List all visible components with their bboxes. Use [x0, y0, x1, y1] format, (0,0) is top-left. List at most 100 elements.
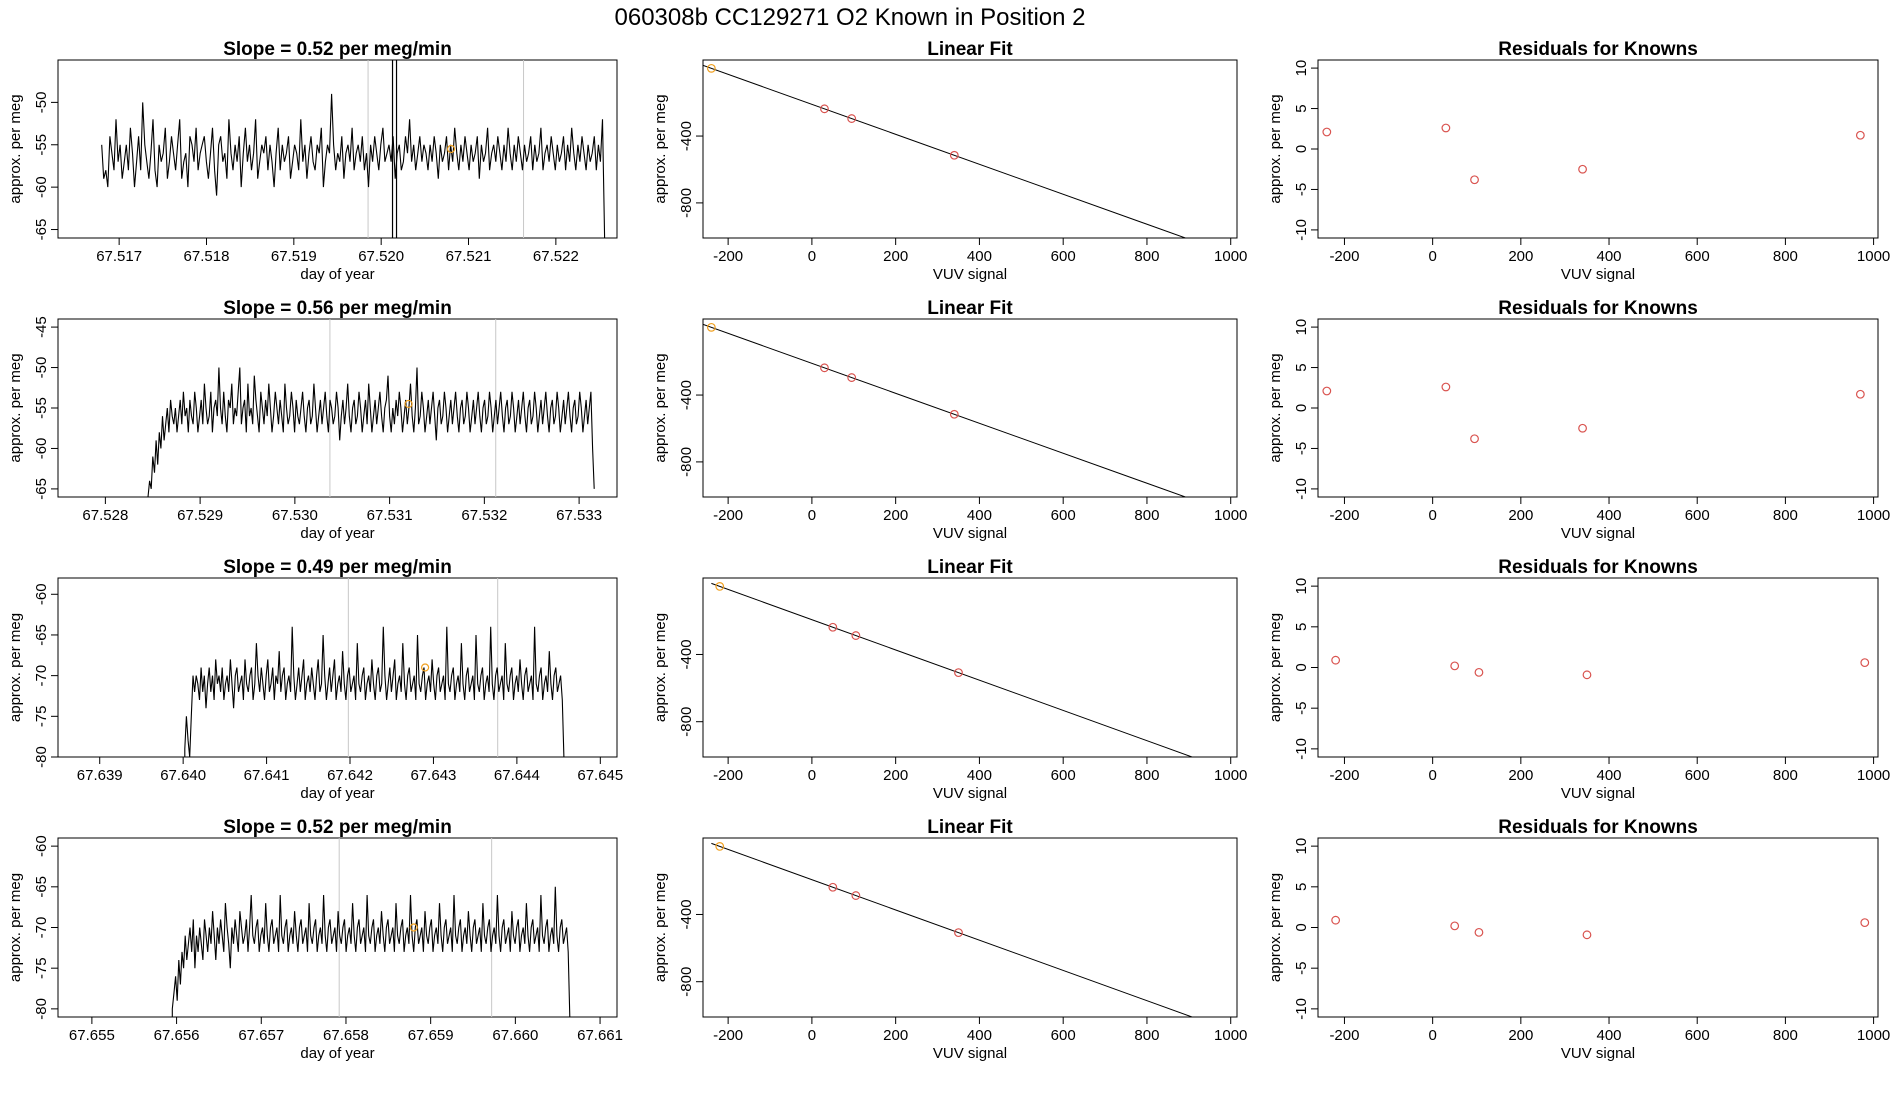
fit-line — [703, 324, 1229, 512]
residual-point — [1857, 390, 1865, 398]
x-tick-label: 67.640 — [160, 767, 206, 784]
y-axis-label: approx. per meg — [7, 94, 24, 203]
x-tick-label: 67.660 — [492, 1027, 538, 1044]
panel-title: Linear Fit — [927, 817, 1013, 838]
residual-point — [1442, 383, 1450, 391]
y-tick-label: -800 — [678, 188, 695, 218]
y-tick-label: -400 — [678, 121, 695, 151]
x-tick-label: 0 — [1428, 248, 1436, 265]
x-axis-label: day of year — [300, 785, 374, 802]
x-axis-label: VUV signal — [1561, 266, 1635, 283]
y-tick-label: -60 — [33, 835, 50, 857]
y-tick-label: 0 — [1293, 663, 1310, 671]
x-tick-label: 1000 — [1214, 767, 1247, 784]
y-tick-label: -60 — [33, 438, 50, 460]
panel-1-3: Residuals for Knowns-200 0 200 400 600 800 100… — [1267, 39, 1890, 283]
y-tick-label: -65 — [33, 624, 50, 646]
x-tick-label: 400 — [1597, 507, 1622, 524]
plot-area — [58, 578, 564, 757]
x-tick-label: 67.656 — [154, 1027, 200, 1044]
y-tick-label: 5 — [1293, 623, 1310, 631]
x-tick-label: 800 — [1773, 1027, 1798, 1044]
fit-line — [711, 843, 1232, 1031]
x-tick-label: -200 — [1329, 1027, 1359, 1044]
y-tick-label: -5 — [1293, 702, 1310, 715]
x-tick-label: 67.531 — [367, 507, 413, 524]
x-tick-label: 600 — [1685, 767, 1710, 784]
x-tick-label: 400 — [967, 767, 992, 784]
x-axis-label: day of year — [300, 1045, 374, 1062]
panel-4-3: Residuals for Knowns-200 0 200 400 600 800 100… — [1267, 817, 1890, 1062]
x-tick-label: 1000 — [1214, 507, 1247, 524]
residual-point — [1451, 662, 1459, 670]
x-tick-label: 400 — [967, 507, 992, 524]
plot-area — [1332, 656, 1869, 678]
residual-point — [1323, 128, 1331, 136]
x-axis-label: VUV signal — [1561, 785, 1635, 802]
y-axis-label: approx. per meg — [652, 353, 669, 462]
y-tick-label: -65 — [33, 876, 50, 898]
y-tick-label: -65 — [33, 219, 50, 241]
x-tick-label: -200 — [1329, 507, 1359, 524]
plot-frame — [703, 319, 1237, 497]
residual-point — [1857, 131, 1865, 139]
plot-area — [711, 583, 1232, 772]
residual-point — [1861, 919, 1869, 927]
y-tick-label: -50 — [33, 357, 50, 379]
plot-frame — [703, 838, 1237, 1017]
x-axis-label: VUV signal — [1561, 525, 1635, 542]
x-axis-label: VUV signal — [1561, 1045, 1635, 1062]
x-tick-label: 200 — [883, 1027, 908, 1044]
x-tick-label: 67.517 — [96, 248, 142, 265]
x-tick-label: 67.520 — [358, 248, 404, 265]
x-tick-label: 400 — [967, 1027, 992, 1044]
y-tick-label: 10 — [1293, 60, 1310, 77]
x-tick-label: 400 — [1597, 248, 1622, 265]
y-axis-label: approx. per meg — [652, 873, 669, 982]
y-tick-label: 10 — [1293, 838, 1310, 855]
plot-area — [1323, 124, 1864, 183]
x-tick-label: 0 — [1428, 1027, 1436, 1044]
x-tick-label: 0 — [1428, 507, 1436, 524]
y-tick-label: -400 — [678, 639, 695, 669]
plot-area — [1332, 916, 1869, 938]
fit-line — [711, 583, 1232, 771]
data-trace — [58, 887, 570, 1017]
residual-point — [1583, 671, 1591, 679]
x-tick-label: 0 — [808, 1027, 816, 1044]
y-tick-label: 0 — [1293, 923, 1310, 931]
y-tick-label: 10 — [1293, 319, 1310, 336]
y-tick-label: -70 — [33, 665, 50, 687]
x-tick-label: -200 — [713, 1027, 743, 1044]
residual-point — [1332, 916, 1340, 924]
x-tick-label: 67.655 — [69, 1027, 115, 1044]
y-tick-label: -800 — [678, 967, 695, 997]
panel-3-3: Residuals for Knowns-200 0 200 400 600 800 100… — [1267, 557, 1890, 802]
plot-area — [1323, 383, 1864, 442]
plot-area — [58, 838, 570, 1017]
y-tick-label: -70 — [33, 917, 50, 939]
y-tick-label: -75 — [33, 957, 50, 979]
panel-title: Slope = 0.52 per meg/min — [223, 817, 452, 838]
x-axis-label: VUV signal — [933, 525, 1007, 542]
x-tick-label: 67.643 — [411, 767, 457, 784]
y-tick-label: -55 — [33, 134, 50, 156]
x-tick-label: 67.522 — [533, 248, 579, 265]
panel-title: Slope = 0.52 per meg/min — [223, 39, 452, 60]
highlight-point — [422, 664, 429, 671]
x-tick-label: 1000 — [1857, 248, 1890, 265]
data-trace — [102, 94, 605, 238]
y-tick-label: -5 — [1293, 962, 1310, 975]
y-tick-label: -800 — [678, 447, 695, 477]
y-axis-label: approx. per meg — [1267, 873, 1284, 982]
x-tick-label: 1000 — [1214, 248, 1247, 265]
panel-title: Linear Fit — [927, 298, 1013, 319]
y-tick-label: -10 — [1293, 738, 1310, 760]
panel-title: Residuals for Knowns — [1498, 298, 1698, 319]
y-axis-label: approx. per meg — [652, 94, 669, 203]
plot-frame — [58, 578, 617, 757]
x-tick-label: 67.658 — [323, 1027, 369, 1044]
x-tick-label: 67.518 — [184, 248, 230, 265]
residual-point — [1475, 669, 1483, 677]
y-axis-label: approx. per meg — [1267, 613, 1284, 722]
